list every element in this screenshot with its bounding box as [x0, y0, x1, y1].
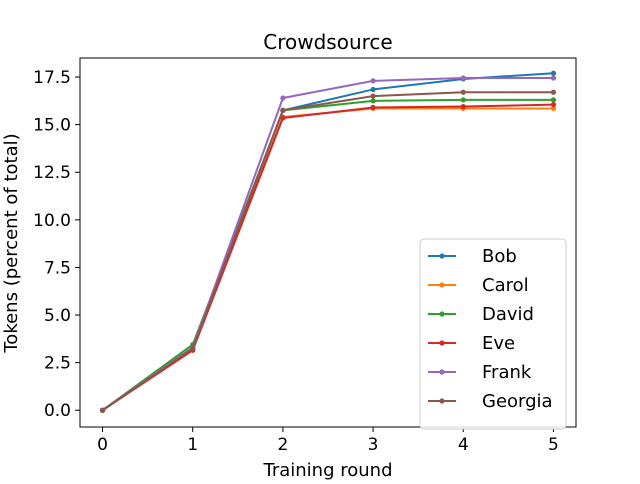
legend-item-david: David — [428, 304, 534, 325]
plot-area: 0 1 2 3 4 5 0.0 2.5 5.0 7.5 10.0 12.5 15.0 17.5 — [33, 57, 577, 455]
legend-item-georgia: Georgia — [428, 391, 553, 412]
data-point-georgia — [99, 407, 106, 413]
x-tick-label: 4 — [458, 435, 469, 455]
data-point-georgia — [460, 89, 466, 95]
legend-marker-bob — [439, 253, 445, 259]
series-line-georgia — [101, 91, 554, 412]
x-tick-label: 0 — [97, 435, 108, 455]
legend-label-eve: Eve — [482, 333, 515, 354]
data-point-frank — [280, 95, 286, 101]
y-axis-label: Tokens (percent of total) — [1, 133, 22, 353]
y-tick-label: 15.0 — [33, 116, 71, 136]
legend-marker-georgia — [439, 398, 445, 404]
data-point-david — [550, 97, 557, 103]
legend-marker-david — [439, 311, 445, 317]
legend-marker-carol — [439, 282, 445, 288]
legend-label-georgia: Georgia — [482, 391, 553, 412]
x-tick-label: 2 — [277, 435, 288, 455]
legend-marker-eve — [439, 340, 445, 346]
data-point-frank — [550, 75, 557, 81]
y-tick-label: 5.0 — [44, 306, 71, 326]
data-point-eve — [550, 102, 557, 108]
legend-label-bob: Bob — [482, 246, 517, 267]
y-tick-label: 12.5 — [33, 163, 71, 183]
y-tick-label: 2.5 — [44, 354, 71, 374]
data-point-carol — [550, 105, 557, 112]
legend-label-david: David — [482, 304, 534, 325]
axes-frame — [79, 57, 577, 428]
y-tick-label: 10.0 — [33, 211, 71, 231]
series-line-eve — [101, 103, 554, 412]
data-point-bob — [370, 86, 376, 93]
data-point-georgia — [190, 345, 196, 351]
chart-title: Crowdsource — [263, 30, 392, 54]
data-point-bob — [550, 70, 557, 76]
x-tick-label: 3 — [368, 435, 379, 455]
data-point-frank — [460, 75, 466, 81]
legend-marker-frank — [439, 369, 445, 375]
x-axis-label: Training round — [262, 460, 392, 480]
legend: Bob Carol David Eve Frank Georgia — [419, 238, 567, 430]
data-point-frank — [370, 78, 376, 84]
data-point-georgia — [370, 93, 376, 99]
legend-box — [419, 238, 567, 430]
legend-label-carol: Carol — [482, 275, 529, 296]
data-point-david — [460, 97, 466, 103]
series-georgia — [99, 89, 557, 413]
series-line-david — [101, 98, 554, 412]
data-point-eve — [280, 115, 286, 121]
legend-item-eve: Eve — [428, 333, 515, 354]
data-point-eve — [460, 103, 466, 110]
y-tick-label: 17.5 — [33, 68, 71, 88]
legend-item-frank: Frank — [428, 362, 532, 383]
y-tick-label: 7.5 — [44, 258, 71, 278]
legend-item-bob: Bob — [428, 246, 517, 267]
data-point-david — [370, 98, 376, 104]
x-tick-label: 5 — [548, 435, 559, 455]
legend-item-carol: Carol — [428, 275, 529, 296]
data-point-georgia — [280, 107, 286, 113]
y-tick-label: 0.0 — [44, 401, 71, 421]
x-tick-label: 1 — [187, 435, 198, 455]
data-point-eve — [370, 104, 376, 111]
data-point-georgia — [550, 89, 557, 95]
legend-label-frank: Frank — [482, 362, 532, 383]
